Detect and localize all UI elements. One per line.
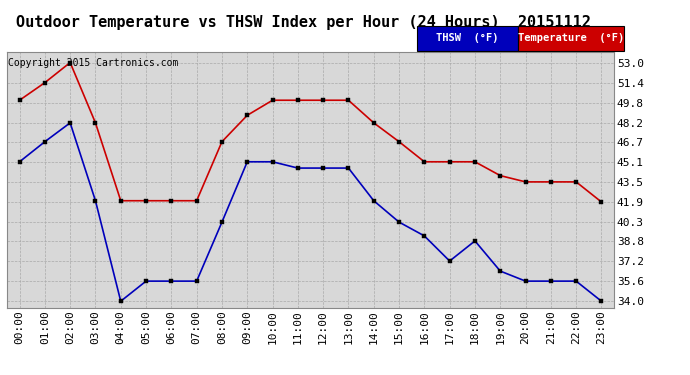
Text: THSW  (°F): THSW (°F) — [436, 33, 499, 44]
Text: Copyright 2015 Cartronics.com: Copyright 2015 Cartronics.com — [8, 58, 178, 68]
Text: Outdoor Temperature vs THSW Index per Hour (24 Hours)  20151112: Outdoor Temperature vs THSW Index per Ho… — [16, 15, 591, 30]
Text: Temperature  (°F): Temperature (°F) — [518, 33, 624, 44]
